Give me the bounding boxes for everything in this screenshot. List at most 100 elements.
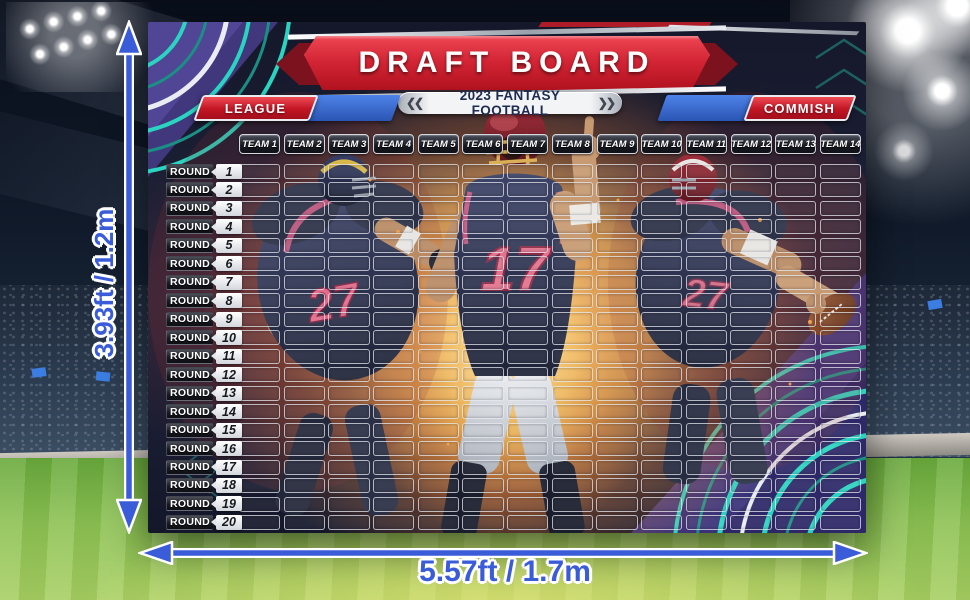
grid-cell: [685, 478, 727, 494]
grid-cell: [373, 478, 415, 494]
grid-cell: [685, 515, 727, 530]
height-dimension-label: 3.93ft / 1.2m: [89, 208, 119, 358]
grid-cell: [239, 385, 281, 401]
grid-cell: [373, 237, 415, 253]
league-badge: LEAGUE: [193, 95, 401, 121]
round-number: 1: [211, 164, 242, 179]
player-right: 27: [630, 154, 856, 485]
grid-cell: [641, 182, 683, 198]
grid-cell: [775, 256, 817, 272]
round-number: 8: [211, 293, 242, 309]
grid-cell: [775, 422, 817, 438]
grid-cell: [730, 441, 772, 457]
grid-cell: [507, 515, 549, 530]
grid-cell: [685, 330, 727, 346]
round-row-label: ROUND 4: [166, 219, 242, 235]
grid-cell: [730, 182, 772, 198]
grid-cell: [819, 367, 861, 383]
round-word: ROUND: [166, 182, 213, 198]
grid-cell: [373, 200, 415, 216]
round-word: ROUND: [166, 477, 213, 493]
round-row-label: ROUND 9: [166, 311, 242, 327]
grid-cell: [775, 367, 817, 383]
grid-cell: [775, 385, 817, 401]
grid-cell: [283, 164, 325, 179]
grid-cell: [596, 182, 638, 198]
team-header: TEAM 9: [596, 134, 638, 154]
grid-cell: [462, 164, 504, 179]
grid-cell: [596, 515, 638, 530]
grid-cell: [819, 385, 861, 401]
grid-cell: [775, 219, 817, 235]
grid-cell: [283, 496, 325, 512]
grid-cell: [819, 219, 861, 235]
grid-cell: [373, 459, 415, 475]
grid-cell: [507, 478, 549, 494]
round-word: ROUND: [166, 496, 213, 512]
grid-cell: [239, 330, 281, 346]
team-header: TEAM 2: [283, 134, 325, 154]
round-number: 3: [211, 200, 242, 216]
grid-cell: [417, 293, 459, 309]
round-row-label: ROUND 15: [166, 422, 242, 438]
team-header-label: TEAM 5: [420, 138, 456, 150]
grid-cell: [596, 441, 638, 457]
season-banner: ❮❮ 2023 FANTASY FOOTBALL ❯❯: [398, 88, 622, 118]
round-row-label: ROUND 11: [166, 348, 242, 364]
grid-cell: [417, 348, 459, 364]
grid-cell: [417, 200, 459, 216]
grid-cell: [775, 441, 817, 457]
grid-cell: [596, 496, 638, 512]
grid-cell: [596, 348, 638, 364]
grid-cell: [417, 515, 459, 530]
grid-cell: [239, 459, 281, 475]
grid-cell: [507, 164, 549, 179]
round-word: ROUND: [166, 367, 213, 383]
league-label: LEAGUE: [225, 100, 287, 116]
grid-cell: [641, 478, 683, 494]
grid-cell: [328, 496, 370, 512]
grid-cell: [641, 256, 683, 272]
grid-cell: [417, 459, 459, 475]
grid-cell: [417, 496, 459, 512]
grid-cell: [641, 385, 683, 401]
team-header: TEAM 14: [819, 134, 861, 154]
team-header: TEAM 10: [641, 134, 683, 154]
grid-cell: [551, 200, 593, 216]
round-row-label: ROUND 20: [166, 514, 242, 530]
commish-badge: COMMISH: [657, 95, 857, 121]
grid-cell: [507, 200, 549, 216]
round-word: ROUND: [166, 514, 213, 530]
round-row-label: ROUND 3: [166, 200, 242, 216]
grid-cell: [685, 496, 727, 512]
grid-cell: [730, 459, 772, 475]
grid-cell: [730, 293, 772, 309]
grid-cell: [641, 422, 683, 438]
grid-cell: [328, 182, 370, 198]
grid-cell: [641, 293, 683, 309]
grid-cell: [328, 311, 370, 327]
grid-cell: [596, 219, 638, 235]
grid-cell: [239, 274, 281, 290]
grid-cell: [819, 404, 861, 420]
chevrons-right-icon: ❯❯: [597, 96, 616, 110]
team-header: TEAM 13: [775, 134, 817, 154]
team-header: TEAM 5: [417, 134, 459, 154]
round-word: ROUND: [166, 256, 213, 272]
grid-cell: [417, 182, 459, 198]
grid-cell: [239, 478, 281, 494]
grid-cell: [819, 459, 861, 475]
grid-cell: [819, 256, 861, 272]
player-left: 27: [252, 154, 455, 516]
grid-cell: [685, 311, 727, 327]
round-number: 6: [211, 256, 242, 272]
grid-cell: [730, 496, 772, 512]
grid-cell: [730, 385, 772, 401]
round-number: 17: [211, 459, 242, 475]
round-row-label: ROUND 8: [166, 293, 242, 309]
team-header: TEAM 6: [462, 134, 504, 154]
round-number: 4: [211, 219, 242, 235]
grid-cell: [373, 164, 415, 179]
round-word: ROUND: [166, 219, 213, 235]
